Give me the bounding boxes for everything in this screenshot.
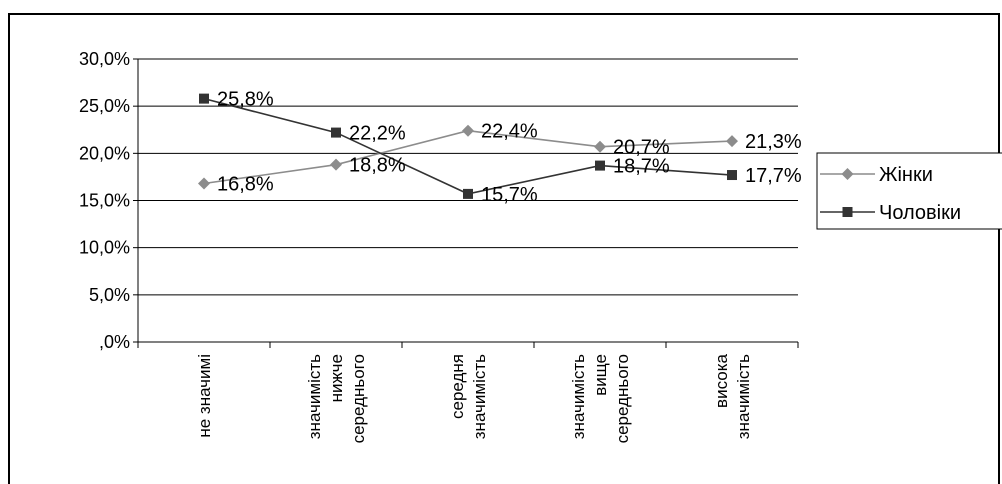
legend-label: Жінки <box>879 164 933 186</box>
y-tick-label: 15,0% <box>79 191 130 211</box>
point-marker <box>198 177 210 190</box>
point-marker <box>594 140 606 153</box>
x-tick-label: значимість <box>305 354 324 439</box>
data-label: 20,7% <box>613 137 670 159</box>
point-marker <box>595 160 605 171</box>
point-marker <box>726 135 738 148</box>
point-marker <box>463 188 473 199</box>
x-tick-label: не значимі <box>195 354 214 438</box>
series-markers <box>198 93 738 199</box>
data-label: 16,8% <box>217 174 274 196</box>
y-tick-label: 25,0% <box>79 96 130 116</box>
point-marker <box>727 170 737 181</box>
legend-marker <box>841 168 854 180</box>
x-axis: не значимі значимість нижче середнього серед… <box>137 341 799 443</box>
y-tick-label: ,0% <box>99 332 130 352</box>
data-labels: 16,8% 18,8% 22,4% 20,7% 21,3% 25,8% 22,2% 15,7%… <box>217 89 802 206</box>
data-label: 15,7% <box>481 184 538 206</box>
data-label: 25,8% <box>217 89 274 111</box>
y-tick-label: 10,0% <box>79 238 130 258</box>
x-tick-label: середнього <box>613 354 632 443</box>
point-marker <box>331 127 341 138</box>
chart-border <box>8 13 1000 484</box>
data-label: 18,7% <box>613 156 670 178</box>
x-tick-label: середнього <box>349 354 368 443</box>
point-marker <box>330 158 342 171</box>
x-tick-label: значимість <box>470 354 489 439</box>
data-label: 22,2% <box>349 123 406 145</box>
point-marker <box>462 124 474 137</box>
y-tick-label: 20,0% <box>79 143 130 163</box>
data-label: 17,7% <box>745 165 802 187</box>
data-label: 22,4% <box>481 121 538 143</box>
y-tick-label: 5,0% <box>89 285 130 305</box>
x-tick-label: нижче <box>327 354 346 402</box>
point-marker <box>199 93 209 104</box>
y-axis: ,0% 5,0% 10,0% 15,0% 20,0% 25,0% 30,0% <box>79 49 139 352</box>
data-label: 18,8% <box>349 155 406 177</box>
x-tick-label: вище <box>591 354 610 396</box>
data-label: 21,3% <box>745 131 802 153</box>
x-tick-label: середня <box>448 354 467 419</box>
x-tick-label: висока <box>712 353 731 407</box>
legend: Жінки Чоловіки <box>816 152 1002 230</box>
legend-label: Чоловіки <box>879 202 961 224</box>
legend-marker <box>842 207 853 217</box>
y-tick-label: 30,0% <box>79 49 130 69</box>
x-tick-label: значимість <box>569 354 588 439</box>
x-tick-label: значимість <box>734 354 753 439</box>
gridlines <box>138 58 798 296</box>
